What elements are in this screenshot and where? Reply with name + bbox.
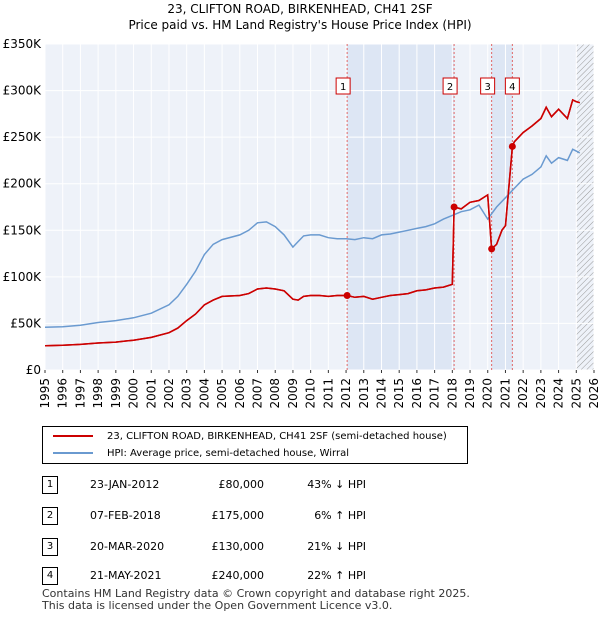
x-tick-label: 2002 — [162, 378, 176, 409]
transaction-hpi-diff: 43% ↓ HPI — [307, 478, 366, 491]
x-tick-label: 1998 — [91, 378, 105, 409]
y-tick-label: £50K — [10, 316, 42, 330]
y-tick-label: £100K — [3, 270, 43, 284]
transaction-point — [343, 291, 351, 299]
table-row: 3 20-MAR-2020 £130,000 21% ↓ HPI — [42, 538, 462, 556]
transaction-price: £175,000 — [211, 509, 265, 522]
x-tick-label: 2013 — [357, 378, 371, 409]
footer-copyright: Contains HM Land Registry data © Crown c… — [42, 587, 470, 600]
x-tick-label: 2015 — [392, 378, 406, 409]
legend-swatch-property — [53, 435, 93, 437]
transaction-date: 23-JAN-2012 — [90, 478, 160, 491]
footer-licence: This data is licensed under the Open Gov… — [42, 599, 393, 612]
table-row: 2 07-FEB-2018 £175,000 6% ↑ HPI — [42, 507, 462, 525]
x-tick-label: 1996 — [56, 378, 70, 409]
legend-label-property: 23, CLIFTON ROAD, BIRKENHEAD, CH41 2SF (… — [107, 430, 447, 442]
x-tick-label: 2003 — [180, 378, 194, 409]
x-tick-label: 2019 — [463, 378, 477, 409]
chart-subtitle: Price paid vs. HM Land Registry's House … — [128, 18, 472, 32]
table-row: 1 23-JAN-2012 £80,000 43% ↓ HPI — [42, 476, 462, 494]
x-tick-label: 2024 — [552, 378, 566, 409]
x-tick-label: 2025 — [569, 378, 583, 409]
transaction-label: 1 — [340, 82, 346, 93]
transaction-number: 4 — [42, 567, 58, 585]
transaction-number: 1 — [42, 476, 58, 494]
transaction-date: 07-FEB-2018 — [90, 509, 161, 522]
transaction-hpi-diff: 21% ↓ HPI — [307, 540, 366, 553]
transaction-date: 20-MAR-2020 — [90, 540, 165, 553]
transaction-label-box — [335, 77, 351, 95]
x-tick-label: 2014 — [374, 378, 388, 409]
legend-label-hpi: HPI: Average price, semi-detached house,… — [107, 447, 350, 459]
y-tick-label: £150K — [3, 223, 43, 237]
x-tick-label: 2005 — [215, 378, 229, 409]
x-tick-label: 2020 — [481, 378, 495, 409]
legend-item-property: 23, CLIFTON ROAD, BIRKENHEAD, CH41 2SF (… — [53, 429, 447, 443]
transaction-point — [488, 245, 496, 253]
transaction-label-box — [480, 77, 496, 95]
x-tick-label: 2008 — [268, 378, 282, 409]
transaction-point — [450, 203, 458, 211]
y-tick-label: £200K — [3, 177, 43, 191]
x-tick-label: 2022 — [516, 378, 530, 409]
chart-legend: 23, CLIFTON ROAD, BIRKENHEAD, CH41 2SF (… — [42, 426, 468, 464]
transaction-label: 3 — [484, 82, 490, 93]
price-paid-line-top — [44, 98, 581, 347]
x-tick-label: 2001 — [144, 378, 158, 409]
transaction-label: 2 — [447, 82, 453, 93]
x-tick-label: 2021 — [498, 378, 512, 409]
x-tick-label: 2000 — [127, 378, 141, 409]
transaction-hpi-diff: 22% ↑ HPI — [307, 569, 366, 582]
x-tick-label: 2016 — [410, 378, 424, 409]
shaded-span — [347, 44, 455, 370]
x-tick-label: 2007 — [251, 378, 265, 409]
hpi-line — [44, 148, 581, 328]
chart-title: 23, CLIFTON ROAD, BIRKENHEAD, CH41 2SF — [167, 2, 433, 16]
transaction-label-box — [504, 77, 520, 95]
x-tick-label: 2018 — [445, 378, 459, 409]
x-tick-label: 1997 — [73, 378, 87, 409]
x-tick-label: 1995 — [38, 378, 52, 409]
y-tick-label: £300K — [3, 84, 43, 98]
transaction-number: 2 — [42, 507, 58, 525]
transaction-label-box — [442, 77, 458, 95]
x-tick-label: 2011 — [321, 378, 335, 409]
y-tick-label: £0 — [26, 363, 41, 377]
footer-note: Contains HM Land Registry data © Crown c… — [42, 588, 470, 612]
table-row: 4 21-MAY-2021 £240,000 22% ↑ HPI — [42, 567, 462, 585]
future-hatch — [576, 44, 594, 370]
transaction-label: 4 — [509, 82, 515, 93]
x-tick-label: 2026 — [587, 378, 600, 409]
x-tick-label: 1999 — [109, 378, 123, 409]
legend-item-hpi: HPI: Average price, semi-detached house,… — [53, 446, 349, 460]
price-chart: 1 2 3 4 £0 £50K £100K £150K £200K £250K £300K £350K… — [3, 37, 600, 409]
y-tick-label: £250K — [3, 130, 43, 144]
x-tick-label: 2004 — [197, 378, 211, 409]
transaction-point — [508, 142, 516, 150]
x-tick-label: 2009 — [286, 378, 300, 409]
x-tick-label: 2012 — [339, 378, 353, 409]
y-tick-label: £350K — [3, 37, 43, 51]
legend-swatch-hpi — [53, 452, 93, 454]
transaction-price: £80,000 — [218, 478, 265, 491]
shaded-span — [491, 44, 513, 370]
x-tick-label: 2006 — [233, 378, 247, 409]
transaction-price: £130,000 — [211, 540, 265, 553]
transaction-hpi-diff: 6% ↑ HPI — [314, 509, 366, 522]
x-tick-label: 2010 — [304, 378, 318, 409]
transaction-price: £240,000 — [211, 569, 265, 582]
x-tick-label: 2023 — [534, 378, 548, 409]
transaction-number: 3 — [42, 538, 58, 556]
transaction-date: 21-MAY-2021 — [90, 569, 162, 582]
x-tick-label: 2017 — [428, 378, 442, 409]
